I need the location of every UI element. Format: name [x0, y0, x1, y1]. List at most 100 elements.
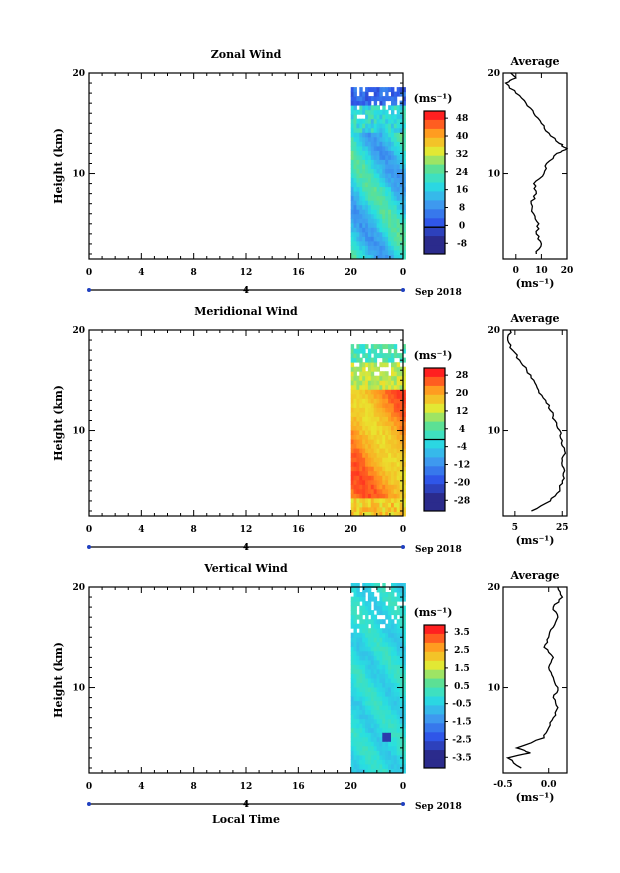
heatmap-cell	[402, 425, 406, 431]
heatmap-cell	[382, 218, 386, 224]
heatmap-cell	[391, 664, 395, 670]
heatmap-cell	[393, 434, 398, 440]
heatmap-cell	[393, 127, 398, 133]
heatmap-cell	[388, 705, 392, 711]
heatmap-cell	[353, 443, 357, 449]
heatmap-cell	[385, 732, 389, 738]
heatmap-cell	[391, 750, 395, 756]
heatmap-cell	[376, 393, 380, 399]
heatmap-cell	[399, 750, 403, 756]
heatmap-cell	[396, 727, 401, 733]
heatmap-cell	[350, 596, 355, 602]
heatmap-cell	[370, 141, 375, 147]
heatmap-cell	[362, 236, 366, 242]
heatmap-cell	[359, 245, 363, 251]
heatmap-cell	[353, 421, 357, 426]
heatmap-cell	[367, 434, 372, 440]
heatmap-cell	[362, 177, 366, 183]
heatmap-cell	[359, 605, 363, 611]
heatmap-cell	[402, 668, 406, 674]
heatmap-cell	[396, 659, 401, 665]
heatmap-cell	[367, 150, 372, 156]
heatmap-cell	[376, 682, 380, 688]
heatmap-cell	[382, 200, 386, 206]
heatmap-cell	[373, 411, 378, 417]
heatmap-cell	[382, 700, 386, 706]
heatmap-cell	[359, 430, 363, 435]
heatmap-cell	[365, 700, 369, 706]
heatmap-cell	[396, 141, 401, 147]
colorbar-tick-label: 48	[456, 114, 469, 124]
heatmap-cell	[396, 583, 401, 588]
heatmap-cell	[359, 439, 363, 445]
heatmap-cell	[350, 655, 355, 661]
heatmap-cell	[391, 741, 395, 747]
heatmap-cell	[399, 159, 403, 165]
heatmap-cell	[373, 154, 378, 160]
heatmap-cell	[385, 479, 389, 485]
heatmap-cell	[382, 718, 386, 724]
heatmap-cell	[370, 443, 375, 449]
heatmap-cell	[396, 714, 401, 720]
heatmap-cell	[382, 745, 386, 751]
heatmap-cell	[379, 191, 383, 197]
heatmap-cell	[402, 664, 406, 670]
heatmap-cell	[391, 659, 395, 665]
heatmap-cell	[356, 254, 360, 260]
heatmap-cell	[373, 488, 378, 494]
heatmap-cell	[359, 132, 363, 138]
heatmap-cell	[365, 723, 369, 729]
heatmap-cell	[382, 177, 386, 183]
heatmap-cell	[353, 204, 357, 210]
heatmap-cells	[350, 344, 406, 517]
heatmap-cell	[388, 466, 392, 472]
heatmap-cell	[402, 650, 406, 656]
heatmap-cell	[350, 696, 355, 702]
heatmap-cell	[373, 357, 378, 363]
heatmap-cell	[356, 393, 360, 399]
heatmap-cell	[365, 389, 369, 395]
heatmap-cell	[365, 362, 369, 368]
heatmap-cell	[370, 691, 375, 697]
x-tick-label: 8	[191, 782, 197, 792]
colorbar-tick-label: -2.5	[452, 735, 471, 745]
heatmap-cell	[396, 678, 401, 683]
heatmap-cell	[382, 596, 386, 602]
heatmap-cell	[399, 507, 403, 512]
heatmap-cell	[367, 714, 372, 720]
average-x-tick-label: 0.0	[541, 780, 557, 790]
heatmap-cell	[396, 389, 401, 395]
heatmap-cell	[393, 673, 398, 679]
heatmap-cell	[353, 393, 357, 399]
heatmap-cell	[376, 344, 380, 350]
heatmap-cell	[356, 678, 360, 683]
heatmap-cell	[365, 114, 369, 120]
heatmap-cell	[376, 114, 380, 120]
heatmap-cell	[388, 664, 392, 670]
heatmap-cell	[367, 466, 372, 472]
heatmap-cell	[385, 227, 389, 233]
heatmap-cell	[393, 759, 398, 765]
heatmap-cell	[393, 488, 398, 494]
heatmap-cell	[399, 123, 403, 129]
heatmap-cell	[396, 466, 401, 472]
heatmap-cell	[393, 227, 398, 233]
heatmap-cell	[370, 655, 375, 661]
heatmap-cell	[379, 714, 383, 720]
heatmap-cell	[379, 700, 383, 706]
heatmap-cell	[393, 596, 398, 602]
heatmap-cell	[379, 344, 383, 350]
heatmap-cell	[379, 87, 383, 93]
heatmap-cell	[382, 389, 386, 395]
heatmap-cell	[376, 430, 380, 435]
heatmap-cell	[353, 218, 357, 224]
heatmap-cell	[396, 430, 401, 435]
heatmap-cell	[373, 380, 378, 386]
heatmap-cell	[373, 493, 378, 499]
heatmap-cell	[388, 204, 392, 210]
heatmap-cell	[402, 380, 406, 386]
heatmap-cell	[370, 114, 375, 120]
heatmap-cell	[391, 245, 395, 251]
heatmap-cell	[391, 452, 395, 458]
